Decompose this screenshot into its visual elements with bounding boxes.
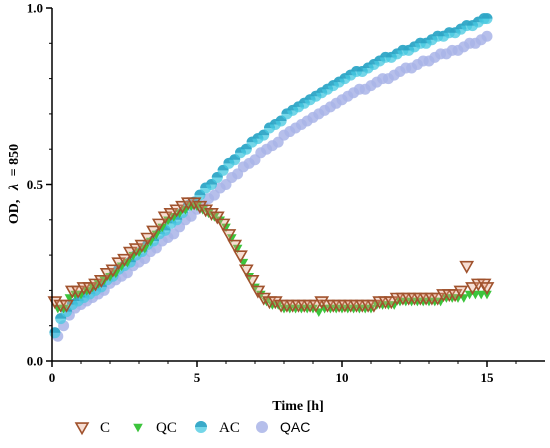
point-c (459, 260, 475, 274)
point-c (93, 275, 109, 289)
legend-label-qac: QAC (280, 419, 310, 435)
legend-marker-qc (133, 423, 143, 433)
point-c (479, 282, 495, 296)
point-qc (366, 304, 376, 314)
point-c (140, 232, 156, 246)
point-c (105, 264, 121, 278)
x-tick-label: 0 (49, 370, 56, 385)
y-axis-title-lambda: λ (7, 184, 22, 191)
point-c (146, 225, 161, 239)
point-c (117, 253, 132, 267)
y-axis-title: OD, λ = 850 (7, 144, 22, 224)
legend-marker-c (74, 422, 90, 436)
y-axis-title-prefix: OD, (7, 200, 22, 225)
point-ac (49, 327, 61, 339)
legend-item-c: C (74, 420, 110, 436)
point-qc (232, 244, 243, 254)
legend-marker-qac (256, 421, 268, 433)
point-c (244, 275, 260, 289)
point-c (215, 218, 231, 232)
x-axis-title: Time [h] (272, 399, 323, 414)
point-qc (82, 287, 92, 296)
point-c (209, 211, 225, 225)
point-c (453, 285, 469, 299)
x-ticks: 0 5 10 15 (49, 361, 517, 385)
y-tick-label: 1.0 (27, 1, 43, 16)
point-c (59, 299, 74, 313)
point-qc (221, 223, 231, 233)
y-axis-title-suffix: = 850 (7, 144, 22, 176)
y-tick-label: 0.5 (27, 177, 44, 192)
legend-label-c: C (100, 420, 110, 436)
legend-item-qc: QC (133, 420, 177, 436)
point-c (250, 285, 266, 299)
point-qc (308, 304, 318, 314)
point-qc (140, 244, 150, 254)
legend-marker-ac (195, 421, 207, 433)
legend-item-qac: QAC (256, 419, 310, 435)
data-points (47, 13, 495, 342)
point-c (227, 239, 243, 253)
point-qc (58, 304, 69, 314)
point-qc (111, 269, 121, 279)
point-qc (122, 258, 133, 268)
point-c (238, 264, 254, 278)
legend-label-qc: QC (156, 420, 177, 436)
x-tick-label: 15 (481, 370, 495, 385)
y-ticks: 0.0 0.5 1.0 (27, 1, 52, 369)
y-tick-label: 0.0 (27, 354, 43, 369)
point-qc (227, 234, 237, 243)
series-c (47, 197, 495, 313)
point-ac (481, 13, 493, 25)
x-tick-label: 10 (336, 370, 349, 385)
legend: C QC AC QAC (74, 419, 310, 436)
legend-label-ac: AC (219, 420, 240, 436)
point-c (221, 229, 237, 243)
point-c (134, 239, 150, 253)
point-c (233, 250, 248, 264)
point-c (151, 218, 167, 232)
x-tick-label: 5 (194, 370, 201, 385)
legend-item-ac: AC (195, 420, 240, 436)
point-qac (481, 30, 493, 42)
